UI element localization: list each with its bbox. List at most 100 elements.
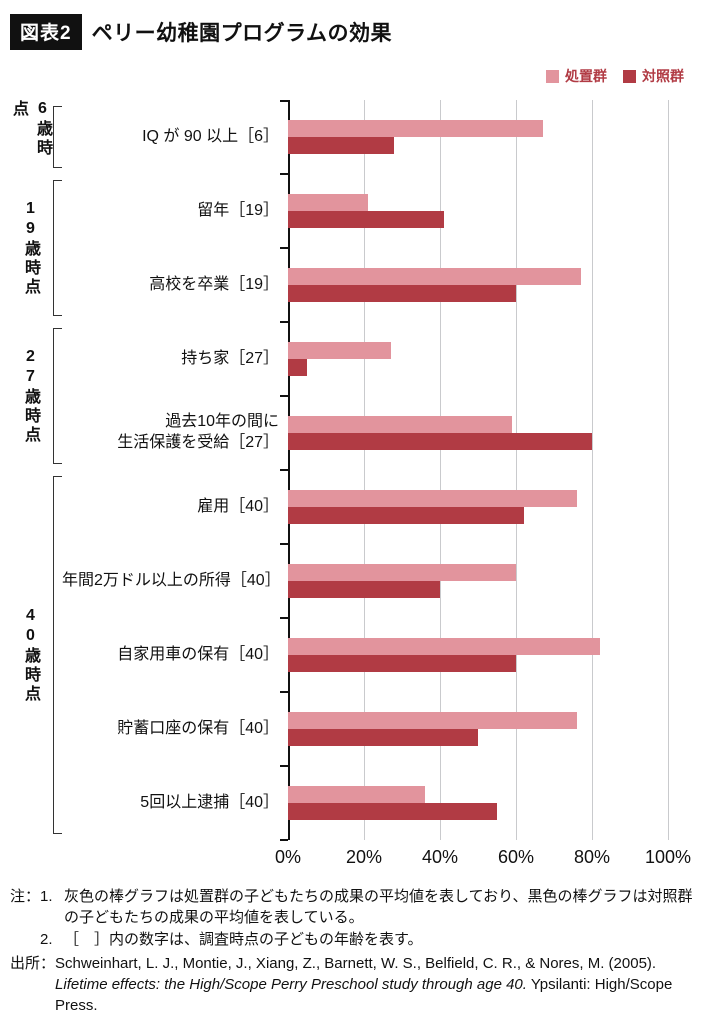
source-label: 出所：	[10, 954, 56, 972]
x-axis-label: 0%	[274, 847, 302, 867]
category-label: 貯蓄口座の保有［40］	[117, 719, 279, 737]
row-plot	[288, 396, 668, 470]
bar-control	[288, 433, 592, 450]
chart-row: IQ が 90 以上［6］	[62, 100, 668, 174]
axis-tick	[280, 321, 288, 323]
x-axis-label: 20%	[345, 847, 383, 867]
gridline	[668, 100, 669, 840]
source-text: Schweinhart, L. J., Montie, J., Xiang, Z…	[55, 953, 698, 1017]
row-plot	[288, 322, 668, 396]
note-items: 1. 灰色の棒グラフは処置群の子どもたちの成果の平均値を表しており、黒色の棒グラ…	[40, 886, 698, 950]
group-rows: 持ち家［27］ 過去10年の間に 生活保護を受給［27］	[62, 322, 668, 470]
bar-chart: 6歳時点 IQ が 90 以上［6］ 19歳時点 留年［19］ 高校を卒業［19］ 27歳…	[10, 100, 710, 876]
age-group-bracket	[53, 180, 62, 316]
age-cell: 19歳時点	[10, 174, 62, 322]
x-axis-label: 80%	[573, 847, 611, 867]
source-publisher: Ypsilanti: High/Scope Press.	[55, 976, 673, 1015]
note-item: 2. ［ ］内の数字は、調査時点の子どもの年齢を表す。	[40, 929, 698, 950]
group-rows: IQ が 90 以上［6］	[62, 100, 668, 174]
control-swatch-icon	[623, 69, 636, 83]
chart-rows: 6歳時点 IQ が 90 以上［6］ 19歳時点 留年［19］ 高校を卒業［19］ 27歳…	[10, 100, 710, 840]
bar-treatment	[288, 786, 425, 803]
axis-tick	[280, 173, 288, 175]
chart-row: 自家用車の保有［40］	[62, 618, 668, 692]
row-plot	[288, 470, 668, 544]
note-number: 1.	[40, 888, 53, 905]
treatment-swatch-icon	[546, 69, 559, 83]
bar-control	[288, 655, 516, 672]
axis-tick	[280, 469, 288, 471]
note-number: 2.	[40, 930, 53, 948]
row-plot	[288, 618, 668, 692]
category-label: 自家用車の保有［40］	[117, 645, 279, 663]
note-item: 1. 灰色の棒グラフは処置群の子どもたちの成果の平均値を表しており、黒色の棒グラ…	[40, 886, 698, 929]
bar-treatment	[288, 342, 391, 359]
legend-item-control: 対照群	[623, 66, 684, 86]
category-label: 高校を卒業［19］	[149, 275, 279, 293]
legend-item-treatment: 処置群	[546, 66, 607, 86]
chart-row: 貯蓄口座の保有［40］	[62, 692, 668, 766]
bar-treatment	[288, 194, 368, 211]
category-label: 5回以上逮捕［40］	[140, 793, 279, 811]
bar-control	[288, 359, 307, 376]
category-label: 過去10年の間に 生活保護を受給［27］	[117, 413, 279, 451]
axis-tick	[280, 839, 288, 841]
age-group-label: 27歳時点	[22, 347, 39, 445]
age-cell: 6歳時点	[10, 100, 62, 174]
age-cell: 40歳時点	[10, 470, 62, 840]
note-block: 注： 1. 灰色の棒グラフは処置群の子どもたちの成果の平均値を表しており、黒色の…	[10, 886, 698, 950]
source-authors: Schweinhart, L. J., Montie, J., Xiang, Z…	[55, 954, 657, 972]
age-group-bracket	[53, 106, 62, 168]
category-label: 留年［19］	[197, 201, 279, 219]
legend: 処置群 対照群	[0, 50, 710, 86]
bar-control	[288, 507, 524, 524]
chart-row: 雇用［40］	[62, 470, 668, 544]
x-axis-label: 60%	[497, 847, 535, 867]
row-plot	[288, 248, 668, 322]
group-rows: 雇用［40］ 年間2万ドル以上の所得［40］ 自家用車の保有［40］ 貯蓄口座の保有［…	[62, 470, 668, 840]
category-label: 持ち家［27］	[181, 349, 279, 367]
axis-tick	[280, 765, 288, 767]
age-group-bracket	[53, 476, 62, 834]
bar-treatment	[288, 268, 581, 285]
axis-tick	[280, 395, 288, 397]
y-axis-line	[288, 100, 290, 840]
bar-treatment	[288, 564, 516, 581]
figure-header: 図表2 ペリー幼稚園プログラムの効果	[0, 0, 710, 50]
chart-row: 持ち家［27］	[62, 322, 668, 396]
row-plot	[288, 766, 668, 840]
age-group: 40歳時点 雇用［40］ 年間2万ドル以上の所得［40］ 自家用車の保有［40］ 貯蓄口…	[10, 470, 710, 840]
age-group: 27歳時点 持ち家［27］ 過去10年の間に 生活保護を受給［27］	[10, 322, 710, 470]
row-plot	[288, 174, 668, 248]
bar-control	[288, 211, 444, 228]
chart-row: 5回以上逮捕［40］	[62, 766, 668, 840]
category-label: 雇用［40］	[197, 497, 279, 515]
chart-row: 年間2万ドル以上の所得［40］	[62, 544, 668, 618]
category-label: IQ が 90 以上［6］	[142, 127, 279, 145]
bar-control	[288, 729, 478, 746]
bar-control	[288, 803, 497, 820]
gridline	[516, 100, 517, 840]
group-rows: 留年［19］ 高校を卒業［19］	[62, 174, 668, 322]
age-group-bracket	[53, 328, 62, 464]
bar-treatment	[288, 490, 577, 507]
chart-row: 高校を卒業［19］	[62, 248, 668, 322]
row-plot	[288, 544, 668, 618]
axis-tick	[280, 617, 288, 619]
source-block: 出所： Schweinhart, L. J., Montie, J., Xian…	[10, 953, 698, 1017]
bar-control	[288, 137, 395, 154]
bar-control	[288, 285, 516, 302]
axis-tick	[280, 543, 288, 545]
chart-title: ペリー幼稚園プログラムの効果	[91, 22, 392, 45]
legend-label-treatment: 処置群	[565, 68, 607, 84]
legend-label-control: 対照群	[642, 68, 684, 84]
bar-treatment	[288, 638, 600, 655]
bar-treatment	[288, 712, 577, 729]
age-group-label: 19歳時点	[22, 199, 39, 297]
age-group-label: 40歳時点	[22, 606, 39, 704]
x-axis-label: 40%	[421, 847, 459, 867]
gridline	[364, 100, 365, 840]
row-plot	[288, 692, 668, 766]
age-group-label: 6歳時点	[10, 100, 51, 158]
axis-tick	[280, 247, 288, 249]
